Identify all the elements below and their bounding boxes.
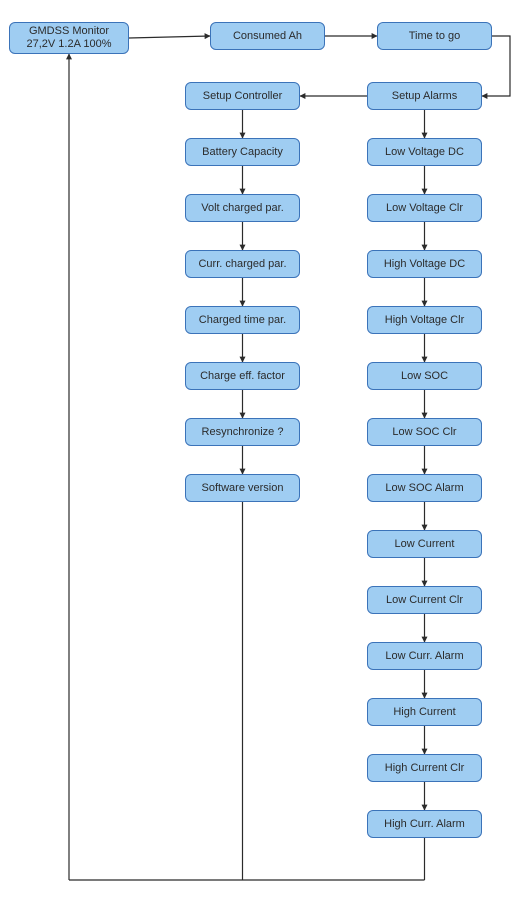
- node-consumed: Consumed Ah: [210, 22, 325, 50]
- node-curr_chg: Curr. charged par.: [185, 250, 300, 278]
- node-low_curr: Low Current: [367, 530, 482, 558]
- node-sw_ver: Software version: [185, 474, 300, 502]
- node-low_v_dc: Low Voltage DC: [367, 138, 482, 166]
- node-setup_ctrl: Setup Controller: [185, 82, 300, 110]
- node-low_soc_clr: Low SOC Clr: [367, 418, 482, 446]
- node-low_curr_alarm: Low Curr. Alarm: [367, 642, 482, 670]
- node-resync: Resynchronize ?: [185, 418, 300, 446]
- node-low_soc: Low SOC: [367, 362, 482, 390]
- node-gmdss: GMDSS Monitor27,2V 1.2A 100%: [9, 22, 129, 54]
- node-high_curr_alarm: High Curr. Alarm: [367, 810, 482, 838]
- node-batt_cap: Battery Capacity: [185, 138, 300, 166]
- node-low_soc_alarm: Low SOC Alarm: [367, 474, 482, 502]
- node-high_v_clr: High Voltage Clr: [367, 306, 482, 334]
- node-high_curr: High Current: [367, 698, 482, 726]
- node-low_v_clr: Low Voltage Clr: [367, 194, 482, 222]
- node-chg_time: Charged time par.: [185, 306, 300, 334]
- node-timetogo: Time to go: [377, 22, 492, 50]
- node-chg_eff: Charge eff. factor: [185, 362, 300, 390]
- node-volt_chg: Volt charged par.: [185, 194, 300, 222]
- node-setup_alarm: Setup Alarms: [367, 82, 482, 110]
- node-high_curr_clr: High Current Clr: [367, 754, 482, 782]
- node-high_v_dc: High Voltage DC: [367, 250, 482, 278]
- node-low_curr_clr: Low Current Clr: [367, 586, 482, 614]
